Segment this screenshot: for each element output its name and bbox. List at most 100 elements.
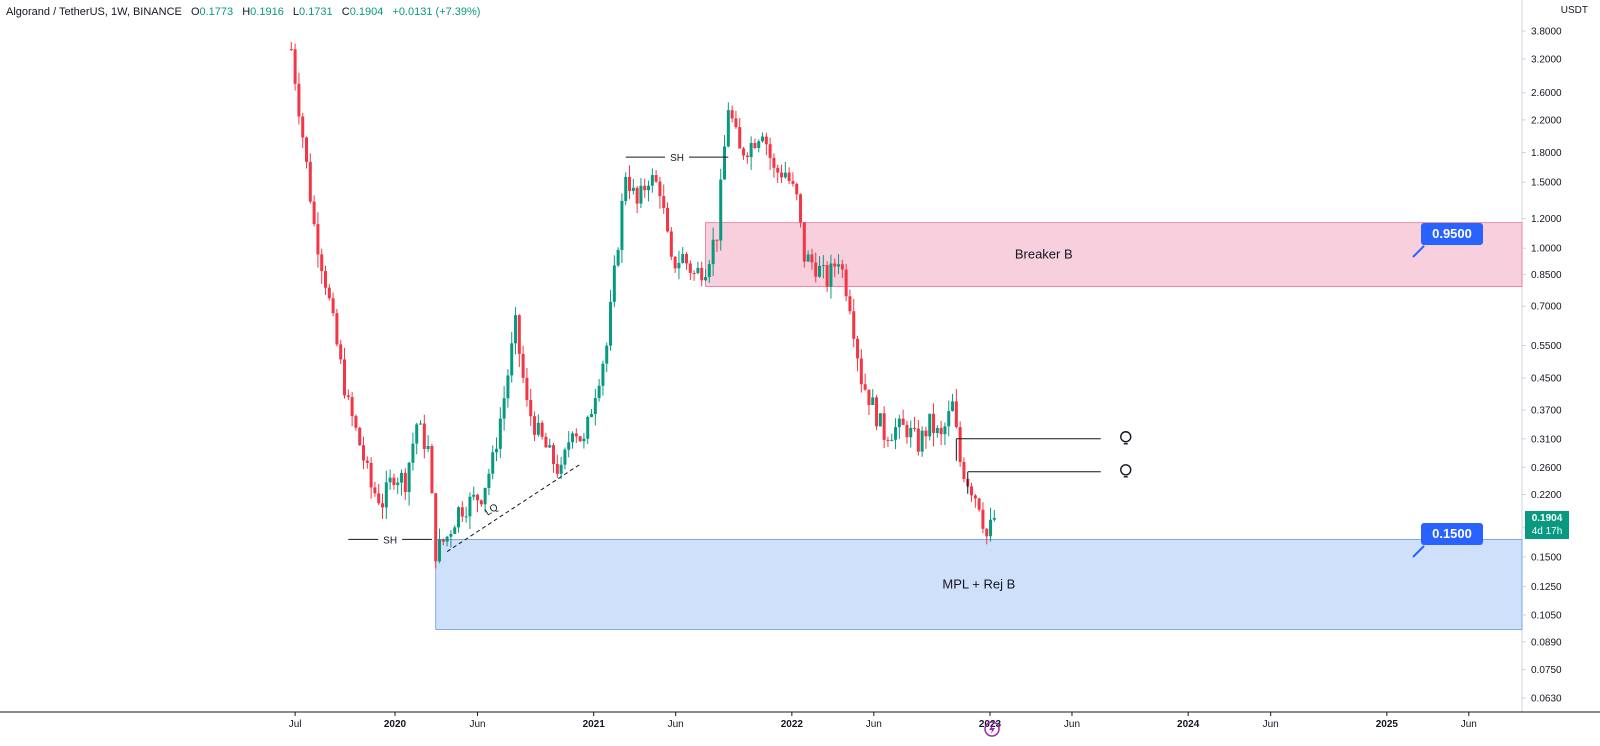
candle-body — [806, 254, 810, 262]
candle-body — [631, 187, 635, 191]
candle-body — [985, 528, 989, 537]
candle-body — [593, 398, 597, 415]
x-tick-label: Jun — [866, 719, 882, 730]
candle-body — [799, 194, 803, 223]
candle-body — [498, 418, 502, 449]
candle-body — [460, 507, 464, 517]
candle-body — [897, 418, 901, 428]
candle-body — [802, 222, 806, 262]
x-tick-label: 2021 — [583, 719, 606, 730]
candle-body — [989, 519, 993, 537]
candle-body — [620, 200, 624, 250]
candle-body — [297, 83, 301, 117]
candle-body — [445, 536, 449, 542]
callout-pointer — [1412, 245, 1425, 258]
candle-body — [407, 462, 411, 493]
demand-price-callout[interactable]: 0.1500 — [1421, 523, 1483, 545]
candle-body — [761, 136, 765, 142]
candle-body — [396, 482, 400, 485]
candle-body — [339, 344, 343, 360]
callout-pointer — [1412, 545, 1425, 558]
candle-body — [609, 301, 613, 346]
open-value: 0.1773 — [199, 6, 234, 18]
candle-body — [734, 118, 738, 128]
candle-body — [780, 172, 784, 178]
candle-body — [970, 486, 974, 496]
candle-body — [635, 187, 639, 204]
candle-body — [932, 413, 936, 434]
candle-body — [358, 427, 362, 446]
candle-body — [726, 110, 730, 147]
candle-body — [571, 433, 575, 443]
candle-body — [293, 49, 297, 84]
y-tick-label: 0.3700 — [1531, 405, 1562, 416]
candle-body — [495, 448, 499, 453]
candle-body — [818, 265, 822, 277]
candle-body — [700, 267, 704, 281]
candle-body — [400, 472, 404, 483]
close-label: C — [341, 6, 350, 18]
candle-body — [289, 49, 293, 51]
candle-body — [871, 397, 875, 406]
candle-body — [711, 239, 715, 265]
candle-body — [320, 254, 324, 272]
candle-body — [666, 207, 670, 232]
x-tick-label: Jun — [1263, 719, 1279, 730]
candle-body — [688, 263, 692, 274]
x-tick-label: Jun — [1461, 719, 1477, 730]
candle-body — [852, 311, 856, 339]
candle-body — [434, 493, 438, 562]
candle-body — [601, 363, 605, 386]
candle-body — [476, 494, 480, 501]
candle-body — [582, 438, 586, 442]
candle-body — [707, 264, 711, 278]
candle-body — [776, 167, 780, 173]
candle-body — [639, 185, 643, 204]
candle-body — [514, 315, 518, 344]
candle-body — [590, 414, 594, 417]
y-tick-label: 0.4500 — [1531, 374, 1562, 385]
candle-body — [449, 533, 453, 537]
candle-body — [491, 452, 495, 474]
candle-body — [738, 127, 742, 149]
x-tick-label: 2025 — [1376, 719, 1399, 730]
candle-body — [305, 137, 309, 162]
candle-body — [658, 181, 662, 197]
candle-body — [552, 445, 556, 465]
candle-body — [430, 445, 434, 494]
candle-body — [947, 411, 951, 427]
candle-body — [951, 401, 955, 412]
candle-body — [312, 201, 316, 225]
candle-body — [354, 416, 358, 428]
candle-body — [362, 445, 366, 461]
candle-body — [916, 428, 920, 452]
breaker-price-callout[interactable]: 0.9500 — [1421, 223, 1483, 245]
candle-body — [415, 424, 419, 444]
symbol-header: Algorand / TetherUS, 1W, BINANCE O0.1773… — [6, 6, 480, 18]
candle-body — [840, 264, 844, 270]
candle-body — [673, 256, 677, 269]
currency-label[interactable]: USDT — [1560, 5, 1588, 16]
close-value: 0.1904 — [349, 6, 384, 18]
candle-body — [628, 176, 632, 191]
candle-body — [863, 384, 867, 390]
candle-body — [343, 359, 347, 396]
candle-body — [878, 413, 882, 427]
candle-body — [612, 265, 616, 302]
x-tick-label: 2020 — [384, 719, 407, 730]
lightning-icon[interactable] — [984, 721, 1000, 737]
candle-body — [992, 518, 996, 520]
candle-body — [468, 496, 472, 517]
candle-body — [795, 183, 799, 195]
candle-body — [867, 389, 871, 406]
candle-body — [844, 269, 848, 297]
candle-body — [821, 265, 825, 267]
candle-body — [392, 477, 396, 485]
candle-body — [472, 494, 476, 497]
x-tick-label: Jun — [1064, 719, 1080, 730]
high-value: 0.1916 — [250, 6, 284, 18]
candle-body — [327, 287, 331, 299]
candle-body — [403, 472, 407, 493]
